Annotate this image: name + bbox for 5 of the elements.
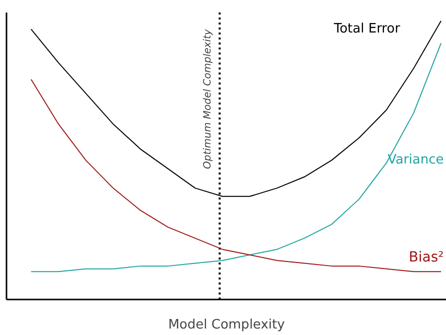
annotation: Optimum Model Complexity [202, 28, 214, 169]
text: Total Error [332, 22, 401, 37]
series-label: Variance [388, 152, 444, 168]
x-axis-title: Model Complexity [168, 318, 286, 332]
series-label: Bias² [408, 250, 444, 266]
